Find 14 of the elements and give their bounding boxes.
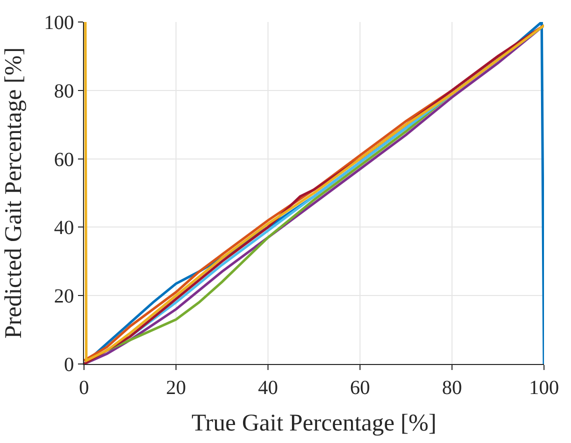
x-tick-label: 0 bbox=[79, 377, 89, 399]
y-tick-label: 100 bbox=[44, 12, 74, 34]
y-tick-label: 0 bbox=[64, 354, 74, 376]
x-axis-title: True Gait Percentage [%] bbox=[191, 410, 437, 436]
x-tick-label: 40 bbox=[258, 377, 278, 399]
x-tick-label: 100 bbox=[529, 377, 559, 399]
y-tick-label: 60 bbox=[54, 148, 74, 171]
x-tick-label: 20 bbox=[166, 377, 186, 399]
x-tick-label: 80 bbox=[442, 377, 462, 399]
y-tick-label: 20 bbox=[54, 286, 74, 308]
y-tick-label: 80 bbox=[54, 80, 74, 102]
x-tick-label: 60 bbox=[350, 377, 370, 399]
y-tick-label: 40 bbox=[54, 217, 74, 240]
y-axis-title: Predicted Gait Percentage [%] bbox=[1, 47, 28, 339]
